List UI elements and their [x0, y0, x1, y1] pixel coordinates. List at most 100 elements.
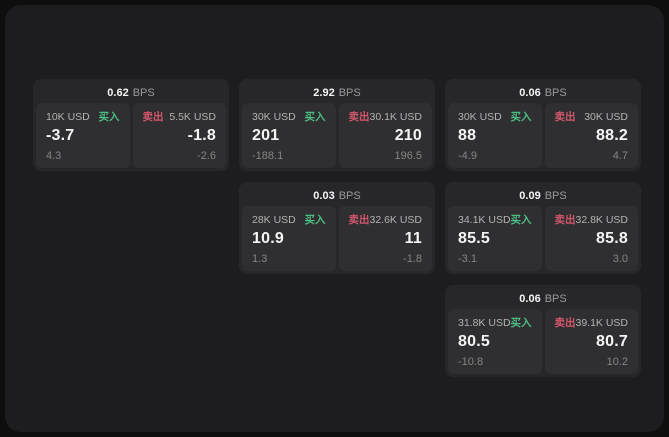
quote-cards-grid: 0.62 BPS 10K USD 买入 -3.7 4.3 卖出 5.5K USD — [5, 5, 664, 377]
buy-delta: -188.1 — [252, 149, 284, 162]
buy-action-label: 买入 — [510, 214, 532, 226]
sell-price: 11 — [404, 229, 422, 247]
quote-card: 0.03 BPS 28K USD 买入 10.9 1.3 卖出 32.6K US… — [239, 182, 435, 274]
bps-header: 0.09 BPS — [448, 185, 638, 206]
bps-unit: BPS — [338, 86, 361, 99]
buy-sell-row: 31.8K USD 买入 80.5 -10.8 卖出 39.1K USD 80.… — [448, 309, 638, 374]
buy-size-label: 10K USD — [46, 111, 90, 123]
buy-panel[interactable]: 34.1K USD 买入 85.5 -3.1 — [448, 206, 542, 271]
quote-card: 0.62 BPS 10K USD 买入 -3.7 4.3 卖出 5.5K USD — [33, 79, 229, 171]
bps-unit: BPS — [544, 292, 567, 305]
buy-label-row: 10K USD 买入 — [46, 111, 120, 124]
sell-price: -1.8 — [187, 126, 216, 144]
sell-delta: 10.2 — [606, 355, 628, 368]
buy-action-label: 买入 — [304, 111, 326, 123]
bps-value: 0.06 — [519, 292, 541, 305]
buy-sell-row: 34.1K USD 买入 85.5 -3.1 卖出 32.8K USD 85.8… — [448, 206, 638, 271]
buy-delta: -4.9 — [458, 149, 477, 162]
bps-header: 0.03 BPS — [242, 185, 432, 206]
sell-delta: -1.8 — [403, 252, 422, 265]
sell-action-label: 卖出 — [348, 111, 370, 123]
buy-size-label: 30K USD — [252, 111, 296, 123]
buy-delta: -3.1 — [458, 252, 477, 265]
sell-size-label: 30K USD — [584, 111, 628, 123]
buy-panel[interactable]: 30K USD 买入 201 -188.1 — [242, 103, 336, 168]
buy-sell-row: 10K USD 买入 -3.7 4.3 卖出 5.5K USD -1.8 -2.… — [36, 103, 226, 168]
buy-label-row: 30K USD 买入 — [252, 111, 326, 124]
buy-price: 85.5 — [458, 229, 490, 247]
bps-value: 0.09 — [519, 189, 541, 202]
sell-size-label: 32.8K USD — [575, 214, 629, 226]
sell-label-row: 卖出 32.8K USD — [555, 214, 629, 227]
bps-header: 0.62 BPS — [36, 82, 226, 103]
sell-delta: 3.0 — [612, 252, 628, 265]
sell-panel[interactable]: 卖出 30.1K USD 210 196.5 — [338, 103, 432, 168]
buy-action-label: 买入 — [304, 214, 326, 226]
sell-size-label: 5.5K USD — [169, 111, 216, 123]
buy-action-label: 买入 — [98, 111, 120, 123]
buy-label-row: 28K USD 买入 — [252, 214, 326, 227]
sell-label-row: 卖出 32.6K USD — [349, 214, 423, 227]
sell-panel[interactable]: 卖出 5.5K USD -1.8 -2.6 — [132, 103, 226, 168]
buy-action-label: 买入 — [510, 111, 532, 123]
bps-unit: BPS — [338, 189, 361, 202]
buy-price: 88 — [458, 126, 477, 144]
bps-value: 2.92 — [313, 86, 335, 99]
buy-price: 201 — [252, 126, 280, 144]
sell-price: 85.8 — [596, 229, 628, 247]
bps-header: 0.06 BPS — [448, 82, 638, 103]
buy-price: 10.9 — [252, 229, 284, 247]
buy-price: 80.5 — [458, 332, 490, 350]
sell-panel[interactable]: 卖出 32.8K USD 85.8 3.0 — [544, 206, 638, 271]
buy-delta: 1.3 — [252, 252, 268, 265]
buy-sell-row: 30K USD 买入 88 -4.9 卖出 30K USD 88.2 4.7 — [448, 103, 638, 168]
buy-panel[interactable]: 31.8K USD 买入 80.5 -10.8 — [448, 309, 542, 374]
buy-delta: -10.8 — [458, 355, 484, 368]
buy-sell-row: 28K USD 买入 10.9 1.3 卖出 32.6K USD 11 -1.8 — [242, 206, 432, 271]
bps-value: 0.06 — [519, 86, 541, 99]
sell-label-row: 卖出 39.1K USD — [555, 317, 629, 330]
bps-value: 0.03 — [313, 189, 335, 202]
sell-action-label: 卖出 — [554, 317, 576, 329]
bps-header: 0.06 BPS — [448, 288, 638, 309]
sell-size-label: 32.6K USD — [369, 214, 423, 226]
buy-size-label: 31.8K USD — [458, 317, 511, 329]
buy-size-label: 34.1K USD — [458, 214, 511, 226]
sell-price: 88.2 — [596, 126, 628, 144]
buy-sell-row: 30K USD 买入 201 -188.1 卖出 30.1K USD 210 1… — [242, 103, 432, 168]
sell-delta: -2.6 — [197, 149, 216, 162]
bps-value: 0.62 — [107, 86, 129, 99]
buy-size-label: 28K USD — [252, 214, 296, 226]
sell-price: 210 — [394, 126, 422, 144]
sell-action-label: 卖出 — [142, 111, 164, 123]
buy-panel[interactable]: 28K USD 买入 10.9 1.3 — [242, 206, 336, 271]
buy-action-label: 买入 — [510, 317, 532, 329]
buy-panel[interactable]: 30K USD 买入 88 -4.9 — [448, 103, 542, 168]
bps-unit: BPS — [132, 86, 155, 99]
buy-label-row: 31.8K USD 买入 — [458, 317, 532, 330]
buy-label-row: 34.1K USD 买入 — [458, 214, 532, 227]
sell-panel[interactable]: 卖出 32.6K USD 11 -1.8 — [338, 206, 432, 271]
sell-size-label: 30.1K USD — [369, 111, 423, 123]
sell-label-row: 卖出 5.5K USD — [143, 111, 217, 124]
buy-label-row: 30K USD 买入 — [458, 111, 532, 124]
bps-header: 2.92 BPS — [242, 82, 432, 103]
buy-size-label: 30K USD — [458, 111, 502, 123]
buy-panel[interactable]: 10K USD 买入 -3.7 4.3 — [36, 103, 130, 168]
buy-delta: 4.3 — [46, 149, 62, 162]
sell-panel[interactable]: 卖出 30K USD 88.2 4.7 — [544, 103, 638, 168]
buy-price: -3.7 — [46, 126, 75, 144]
sell-delta: 196.5 — [394, 149, 422, 162]
quote-card: 0.06 BPS 31.8K USD 买入 80.5 -10.8 卖出 39.1… — [445, 285, 641, 377]
sell-action-label: 卖出 — [348, 214, 370, 226]
sell-label-row: 卖出 30K USD — [555, 111, 629, 124]
sell-action-label: 卖出 — [554, 111, 576, 123]
sell-panel[interactable]: 卖出 39.1K USD 80.7 10.2 — [544, 309, 638, 374]
bps-unit: BPS — [544, 86, 567, 99]
sell-price: 80.7 — [596, 332, 628, 350]
quote-card: 0.09 BPS 34.1K USD 买入 85.5 -3.1 卖出 32.8K… — [445, 182, 641, 274]
bps-unit: BPS — [544, 189, 567, 202]
sell-action-label: 卖出 — [554, 214, 576, 226]
quote-card: 2.92 BPS 30K USD 买入 201 -188.1 卖出 30.1K … — [239, 79, 435, 171]
sell-delta: 4.7 — [612, 149, 628, 162]
